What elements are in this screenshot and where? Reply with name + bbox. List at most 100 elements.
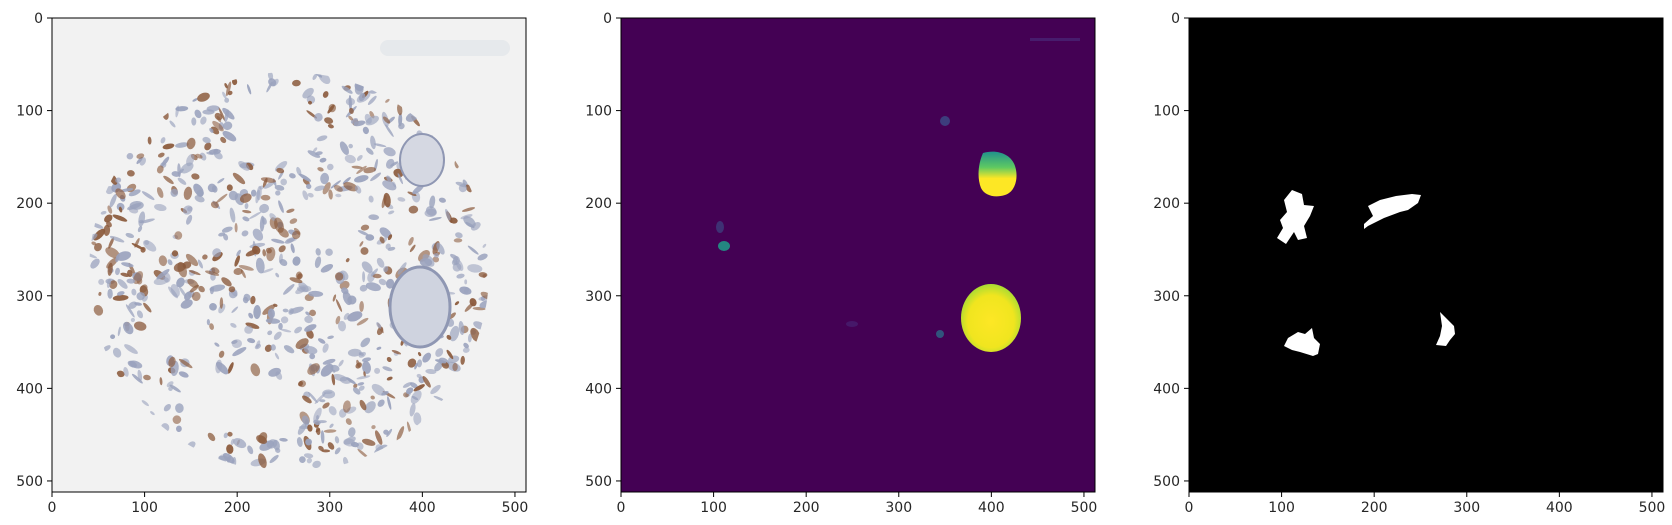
stain-blue-patch [274,184,285,191]
stain-blue-patch [430,384,441,395]
stain-blue-patch [314,112,323,122]
stain-blue-patch [354,185,362,194]
y-tick-label: 400 [585,381,612,397]
stain-blue-patch [222,130,237,142]
stain-brown-patch [103,224,111,236]
stain-brown-patch [262,304,276,315]
stain-brown-patch [107,262,113,276]
stain-brown-patch [188,270,201,276]
stain-blue-patch [429,195,436,209]
stain-blue-patch [154,203,167,212]
stain-brown-patch [186,137,196,150]
stain-blue-patch [438,197,446,203]
stain-blue-patch [409,403,416,417]
stain-brown-patch [168,356,176,368]
stain-brown-patch [157,152,165,158]
stain-blue-patch [364,401,376,414]
x-tick-label: 400 [1546,500,1573,516]
stain-blue-patch [378,278,387,286]
stain-brown-patch [260,194,271,201]
stain-blue-patch [244,203,249,209]
stain-brown-patch [372,273,382,279]
stain-blue-patch [223,233,229,241]
stain-blue-patch [458,184,468,193]
stain-blue-patch [127,360,137,368]
stain-blue-patch [275,272,280,278]
stain-blue-patch [125,233,135,238]
stain-brown-patch [355,362,362,369]
stain-brown-patch [112,214,128,222]
stain-blue-patch [388,210,395,215]
heatmap-axes: 0 100 200 300 400 500 0 100 200 300 400 500 [585,11,1097,516]
stain-blue-patch [259,203,270,214]
stain-blue-patch [317,338,326,344]
stain-blue-patch [109,193,117,208]
stain-brown-patch [376,326,384,336]
stain-blue-patch [177,177,187,185]
stain-brown-patch [446,334,452,340]
stain-blue-patch [175,104,180,118]
stain-blue-patch [186,214,193,225]
stain-brown-patch [322,182,331,195]
stain-brown-patch [185,253,199,267]
stain-blue-patch [216,361,229,375]
y-tick-label: 200 [585,196,612,212]
stain-blue-patch [374,367,381,374]
stain-brown-patch [460,355,465,365]
stain-blue-patch [467,245,479,255]
stain-blue-patch [347,348,362,357]
stain-blue-patch [383,147,396,157]
stain-blue-patch [329,423,334,429]
stain-blue-patch [354,83,364,95]
x-tick-label: 0 [1185,500,1194,516]
stain-brown-patch [94,242,102,252]
stain-brown-patch [233,267,243,276]
stain-blue-patch [339,376,352,384]
stain-brown-patch [162,143,175,150]
stain-blue-patch [376,322,382,329]
stain-brown-patch [262,249,267,257]
stain-blue-patch [368,214,380,221]
stain-blue-patch [223,121,233,131]
stain-blue-patch [306,183,312,190]
x-tick-label: 400 [978,500,1005,516]
stain-blue-patch [141,400,149,407]
stain-brown-patch [278,245,286,253]
stain-blue-patch [233,438,247,449]
stain-blue-patch [214,151,223,160]
stain-brown-patch [156,187,164,198]
stain-brown-patch [136,153,145,159]
stain-blue-patch [261,217,267,225]
stain-brown-patch [322,402,330,409]
stain-blue-patch [175,425,182,432]
stain-blue-patch [224,97,230,103]
stain-brown-patch [309,309,316,317]
stain-blue-patch [477,253,488,261]
stain-blue-patch [267,72,274,80]
stain-brown-patch [274,217,284,233]
stain-blue-patch [166,381,174,388]
stain-blue-patch [464,287,469,294]
stain-brown-patch [93,304,104,316]
y-tick-label: 100 [16,104,43,120]
stain-blue-patch [222,91,227,99]
stain-blue-patch [422,352,432,363]
stain-blue-patch [304,324,317,332]
heatmap-background [621,18,1095,492]
stain-blue-patch [370,268,379,277]
x-tick-label: 100 [1268,500,1295,516]
stain-blue-patch [382,180,397,191]
stain-blue-patch [124,344,138,355]
stain-blue-patch [354,175,369,183]
heatmap-spot-left [718,241,730,251]
stain-blue-patch [126,278,136,284]
stain-blue-patch [247,445,254,455]
stain-brown-patch [453,238,463,243]
stain-blue-patch [325,248,333,256]
stain-brown-patch [215,193,228,204]
stain-brown-patch [289,277,303,284]
stain-brown-patch [307,424,313,432]
stain-blue-patch [90,258,100,269]
stain-blue-patch [116,251,132,261]
stain-blue-patch [192,98,198,102]
